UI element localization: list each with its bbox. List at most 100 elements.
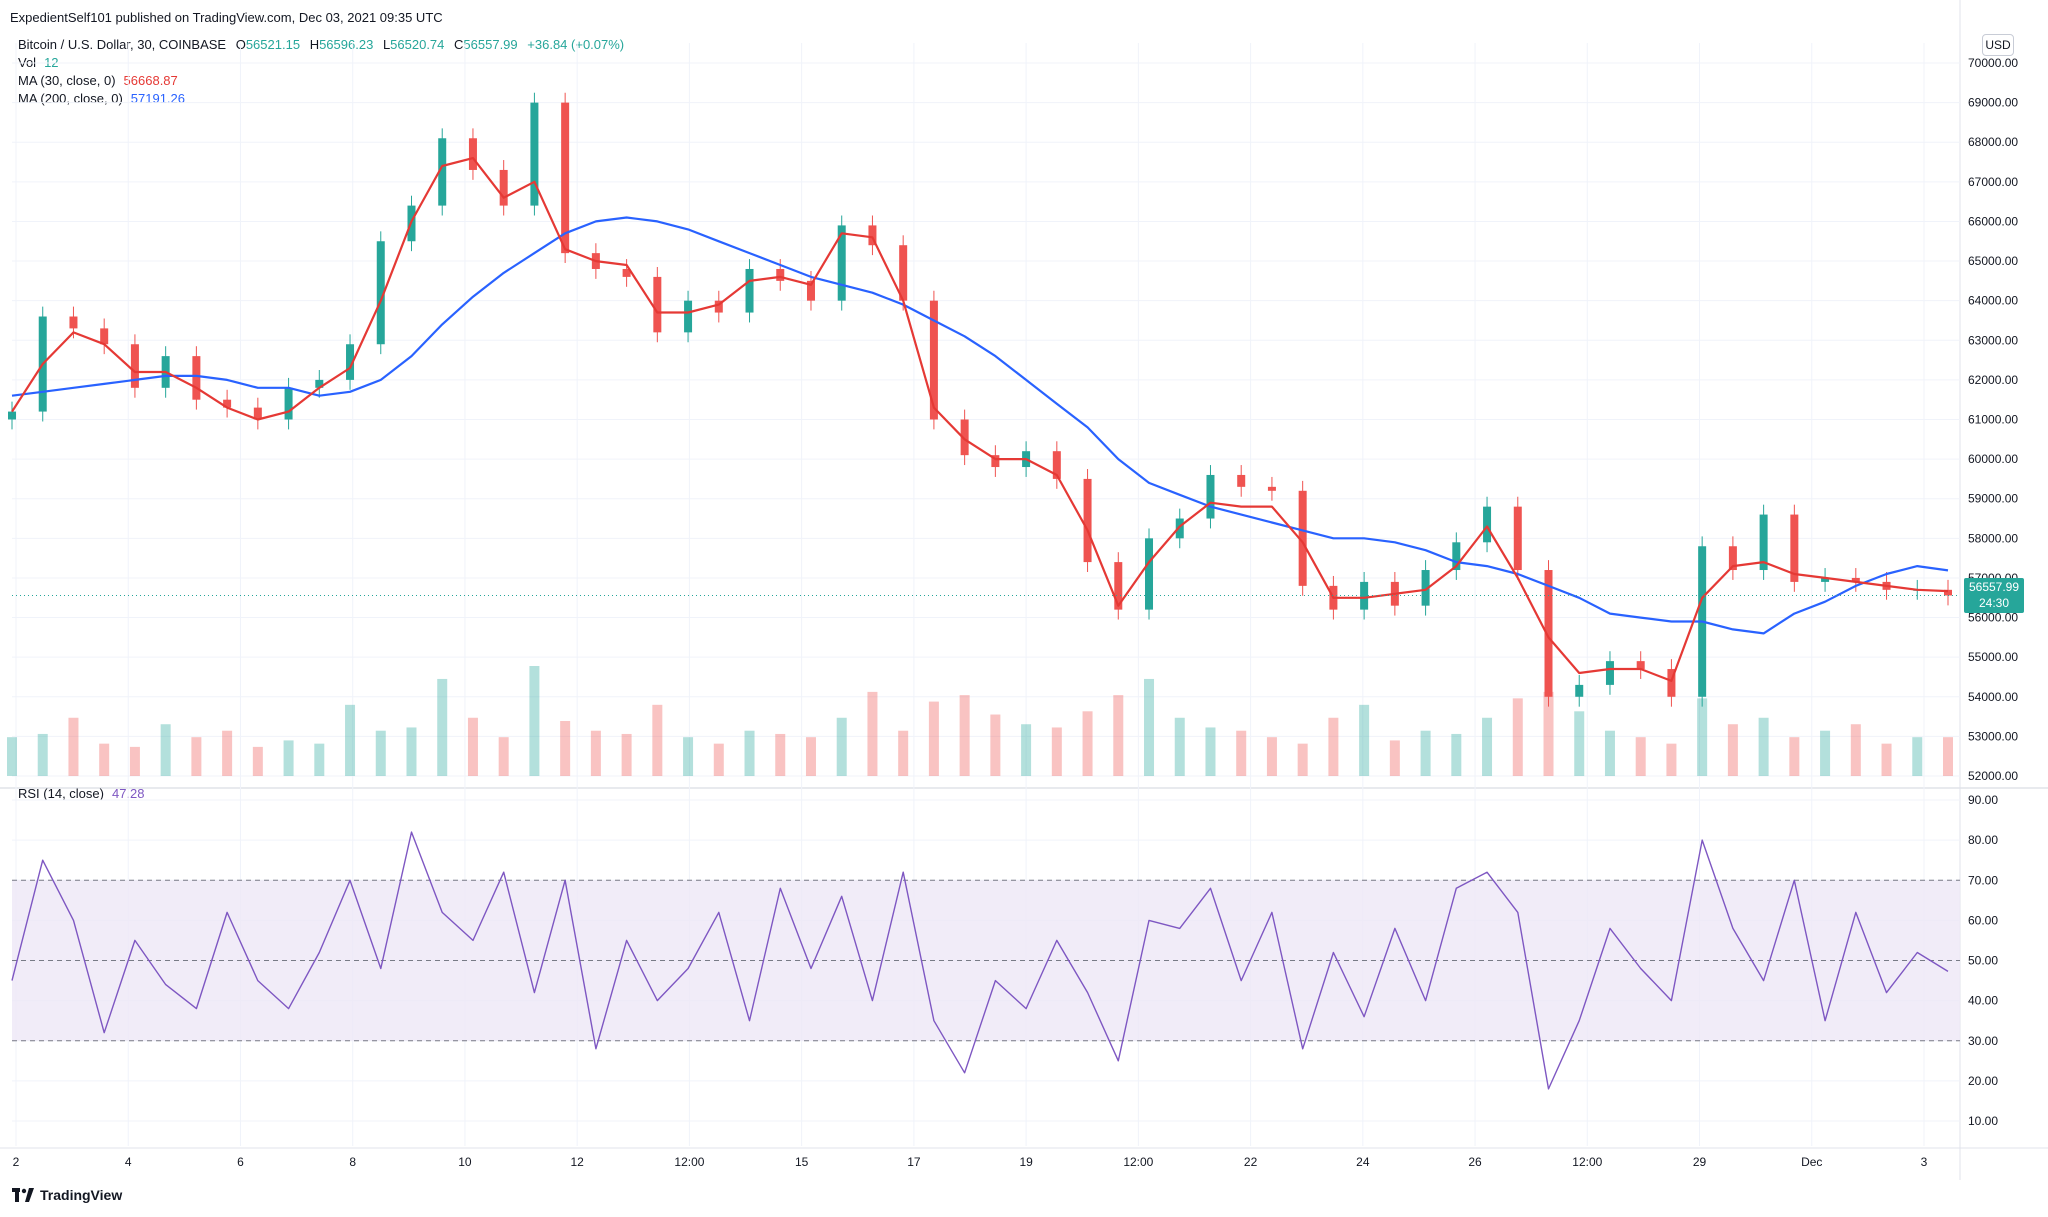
volume-bar bbox=[345, 704, 356, 776]
candle-body bbox=[622, 268, 631, 277]
low-value: 56520.74 bbox=[390, 37, 445, 52]
price-axis-label: 62000.00 bbox=[1968, 373, 2018, 387]
candle-body bbox=[1145, 538, 1154, 610]
high-value: 56596.23 bbox=[319, 37, 374, 52]
symbol-name: Bitcoin / U.S. Dollar, 30, COINBASE bbox=[18, 37, 227, 52]
rsi-band-layer bbox=[12, 879, 1960, 1042]
candle-body bbox=[899, 245, 908, 301]
candle-body bbox=[1544, 570, 1553, 697]
volume-bar bbox=[1881, 743, 1892, 776]
volume-bar bbox=[314, 743, 325, 776]
candle-body bbox=[468, 138, 477, 170]
change-value: +36.84 (+0.07%) bbox=[527, 37, 625, 52]
volume-bar bbox=[652, 704, 663, 776]
candle-body bbox=[653, 276, 662, 333]
candle-body bbox=[1728, 546, 1737, 571]
volume-bar bbox=[437, 678, 448, 776]
time-axis-label: 10 bbox=[458, 1155, 472, 1169]
rsi-axis-label: 30.00 bbox=[1968, 1034, 1998, 1048]
price-axis-label: 63000.00 bbox=[1968, 333, 2018, 347]
candle-body bbox=[776, 268, 785, 281]
last-price-tag: 56557.99 24:30 bbox=[1964, 578, 2024, 613]
volume-bar bbox=[1359, 704, 1370, 776]
volume-bar bbox=[1820, 730, 1831, 776]
candle-body bbox=[1175, 518, 1184, 539]
time-axis-label: 22 bbox=[1244, 1155, 1258, 1169]
volume-bar bbox=[1758, 717, 1769, 776]
price-axis-label: 53000.00 bbox=[1968, 729, 2018, 743]
volume-bar bbox=[160, 724, 171, 776]
volume-bar bbox=[1789, 737, 1800, 776]
rsi-axis-label: 70.00 bbox=[1968, 873, 1998, 887]
time-axis-label: 12:00 bbox=[1572, 1155, 1602, 1169]
volume-bar bbox=[683, 737, 694, 776]
price-axis-label: 60000.00 bbox=[1968, 452, 2018, 466]
volume-bar bbox=[621, 733, 632, 776]
candle-layer bbox=[8, 92, 1952, 707]
open-value: 56521.15 bbox=[245, 37, 301, 52]
price-axis-label: 55000.00 bbox=[1968, 650, 2018, 664]
volume-bar bbox=[99, 743, 110, 776]
rsi-label: RSI (14, close) bbox=[18, 786, 104, 801]
price-axis-label: 59000.00 bbox=[1968, 492, 2018, 506]
candle-body bbox=[1605, 661, 1614, 685]
candle-body bbox=[929, 300, 938, 420]
candle-body bbox=[100, 328, 109, 345]
volume-bar bbox=[1205, 727, 1216, 776]
line-layer bbox=[11, 157, 1960, 1090]
volume-bar bbox=[1174, 717, 1185, 776]
volume-bar bbox=[191, 737, 202, 776]
time-axis-label: 24 bbox=[1356, 1155, 1370, 1169]
volume-bar bbox=[775, 733, 786, 776]
rsi-axis-label: 60.00 bbox=[1968, 913, 1998, 927]
tradingview-brand: TradingView bbox=[40, 1187, 123, 1203]
volume-bar bbox=[1912, 737, 1923, 776]
publish-header: ExpedientSelf101 published on TradingVie… bbox=[10, 10, 443, 25]
volume-bar bbox=[898, 730, 909, 776]
tradingview-logo[interactable]: TradingView bbox=[12, 1187, 122, 1203]
candle-body bbox=[1421, 570, 1430, 606]
volume-bar bbox=[1389, 740, 1400, 776]
volume-bar bbox=[713, 743, 724, 776]
price-axis-label: 67000.00 bbox=[1968, 175, 2018, 189]
ma30-label: MA (30, close, 0) bbox=[18, 73, 116, 88]
volume-bar bbox=[867, 691, 878, 776]
time-axis-label: Dec bbox=[1801, 1155, 1822, 1169]
candle-body bbox=[714, 300, 723, 313]
candle-body bbox=[1790, 514, 1799, 582]
candle-body bbox=[1052, 451, 1061, 479]
time-axis-label: 17 bbox=[907, 1155, 921, 1169]
volume-bar bbox=[744, 730, 755, 776]
rsi-axis-label: 50.00 bbox=[1968, 954, 1998, 968]
volume-bar bbox=[1051, 727, 1062, 776]
volume-bar bbox=[1266, 737, 1277, 776]
volume-bar bbox=[1144, 678, 1155, 776]
symbol-legend[interactable]: Bitcoin / U.S. Dollar, 30, COINBASE O565… bbox=[18, 37, 624, 52]
candle-body bbox=[192, 356, 201, 400]
candle-body bbox=[745, 268, 754, 313]
candle-body bbox=[284, 387, 293, 420]
volume-bar bbox=[529, 666, 540, 776]
time-axis-label: 29 bbox=[1693, 1155, 1707, 1169]
candle-body bbox=[561, 102, 570, 254]
volume-bar bbox=[283, 740, 294, 776]
volume-bar bbox=[68, 717, 79, 776]
ma30-legend[interactable]: MA (30, close, 0) 56668.87 bbox=[18, 73, 178, 88]
price-axis-label: 56000.00 bbox=[1968, 611, 2018, 625]
volume-bar bbox=[1512, 698, 1523, 776]
volume-bar bbox=[467, 717, 478, 776]
currency-badge[interactable]: USD bbox=[1982, 34, 2014, 56]
volume-bar bbox=[1943, 737, 1953, 776]
volume-bar bbox=[222, 730, 233, 776]
candle-body bbox=[69, 316, 78, 329]
time-axis-label: 15 bbox=[795, 1155, 809, 1169]
time-axis-label: 26 bbox=[1468, 1155, 1482, 1169]
volume-bar bbox=[498, 737, 509, 776]
low-key: L bbox=[382, 37, 391, 52]
rsi-axis-label: 40.00 bbox=[1968, 994, 1998, 1008]
volume-bar bbox=[1727, 724, 1738, 776]
time-axis-label: 12:00 bbox=[1123, 1155, 1153, 1169]
axis-layer: 70000.00 69000.00 68000.00 67000.00 66000.00… bbox=[13, 56, 2019, 1169]
